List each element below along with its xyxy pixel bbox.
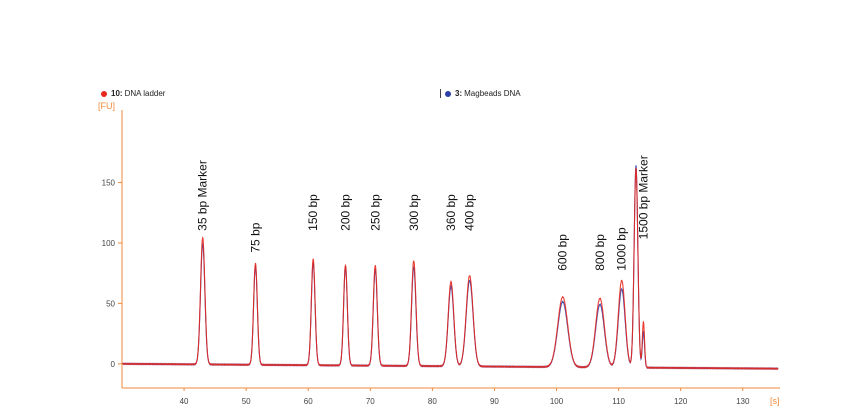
x-tick-label: 60 <box>304 397 313 406</box>
x-tick-label: 80 <box>428 397 437 406</box>
peak-label: 300 bp <box>407 194 421 231</box>
y-tick-label: 50 <box>106 299 115 308</box>
peak-label: 250 bp <box>368 194 382 231</box>
legend-label-magbeads-dna: Magbeads DNA <box>464 89 521 98</box>
y-tick-label: 150 <box>102 178 116 187</box>
y-tick-label: 0 <box>111 360 116 369</box>
x-tick-label: 110 <box>612 397 625 406</box>
y-tick-label: 100 <box>102 239 116 248</box>
peak-label: 75 bp <box>248 222 262 252</box>
x-tick-label: 50 <box>242 397 251 406</box>
x-tick-label: 90 <box>490 397 499 406</box>
legend-dot-magbeads-dna <box>445 90 451 97</box>
x-tick-label: 100 <box>550 397 564 406</box>
peak-label: 600 bp <box>556 234 570 271</box>
peak-label: 35 bp Marker <box>196 160 210 231</box>
x-tick-label: 120 <box>674 397 688 406</box>
peak-label: 360 bp <box>444 194 458 231</box>
legend-number-dna-ladder: 10: <box>111 89 123 98</box>
x-tick-label: 40 <box>180 397 189 406</box>
peak-label: 800 bp <box>593 234 607 271</box>
legend-number-magbeads-dna: 3: <box>455 89 463 98</box>
peak-label: 150 bp <box>306 194 320 231</box>
peak-label: 1000 bp <box>615 227 629 271</box>
x-axis-label: [s] <box>770 396 780 406</box>
legend-label-dna-ladder: DNA ladder <box>124 89 166 98</box>
peak-label: 1500 bp Marker <box>636 155 650 239</box>
series-line-dna-ladder <box>122 167 779 371</box>
y-axis-label: [FU] <box>98 101 115 111</box>
x-tick-label: 130 <box>736 397 750 406</box>
peak-label: 200 bp <box>338 194 352 231</box>
legend-dot-dna-ladder <box>101 90 107 97</box>
legend-dna-ladder: 10: DNA ladder <box>101 89 165 98</box>
x-tick-label: 70 <box>366 397 375 406</box>
legend-magbeads-dna: 3: Magbeads DNA <box>440 89 521 98</box>
peak-label: 400 bp <box>463 194 477 231</box>
